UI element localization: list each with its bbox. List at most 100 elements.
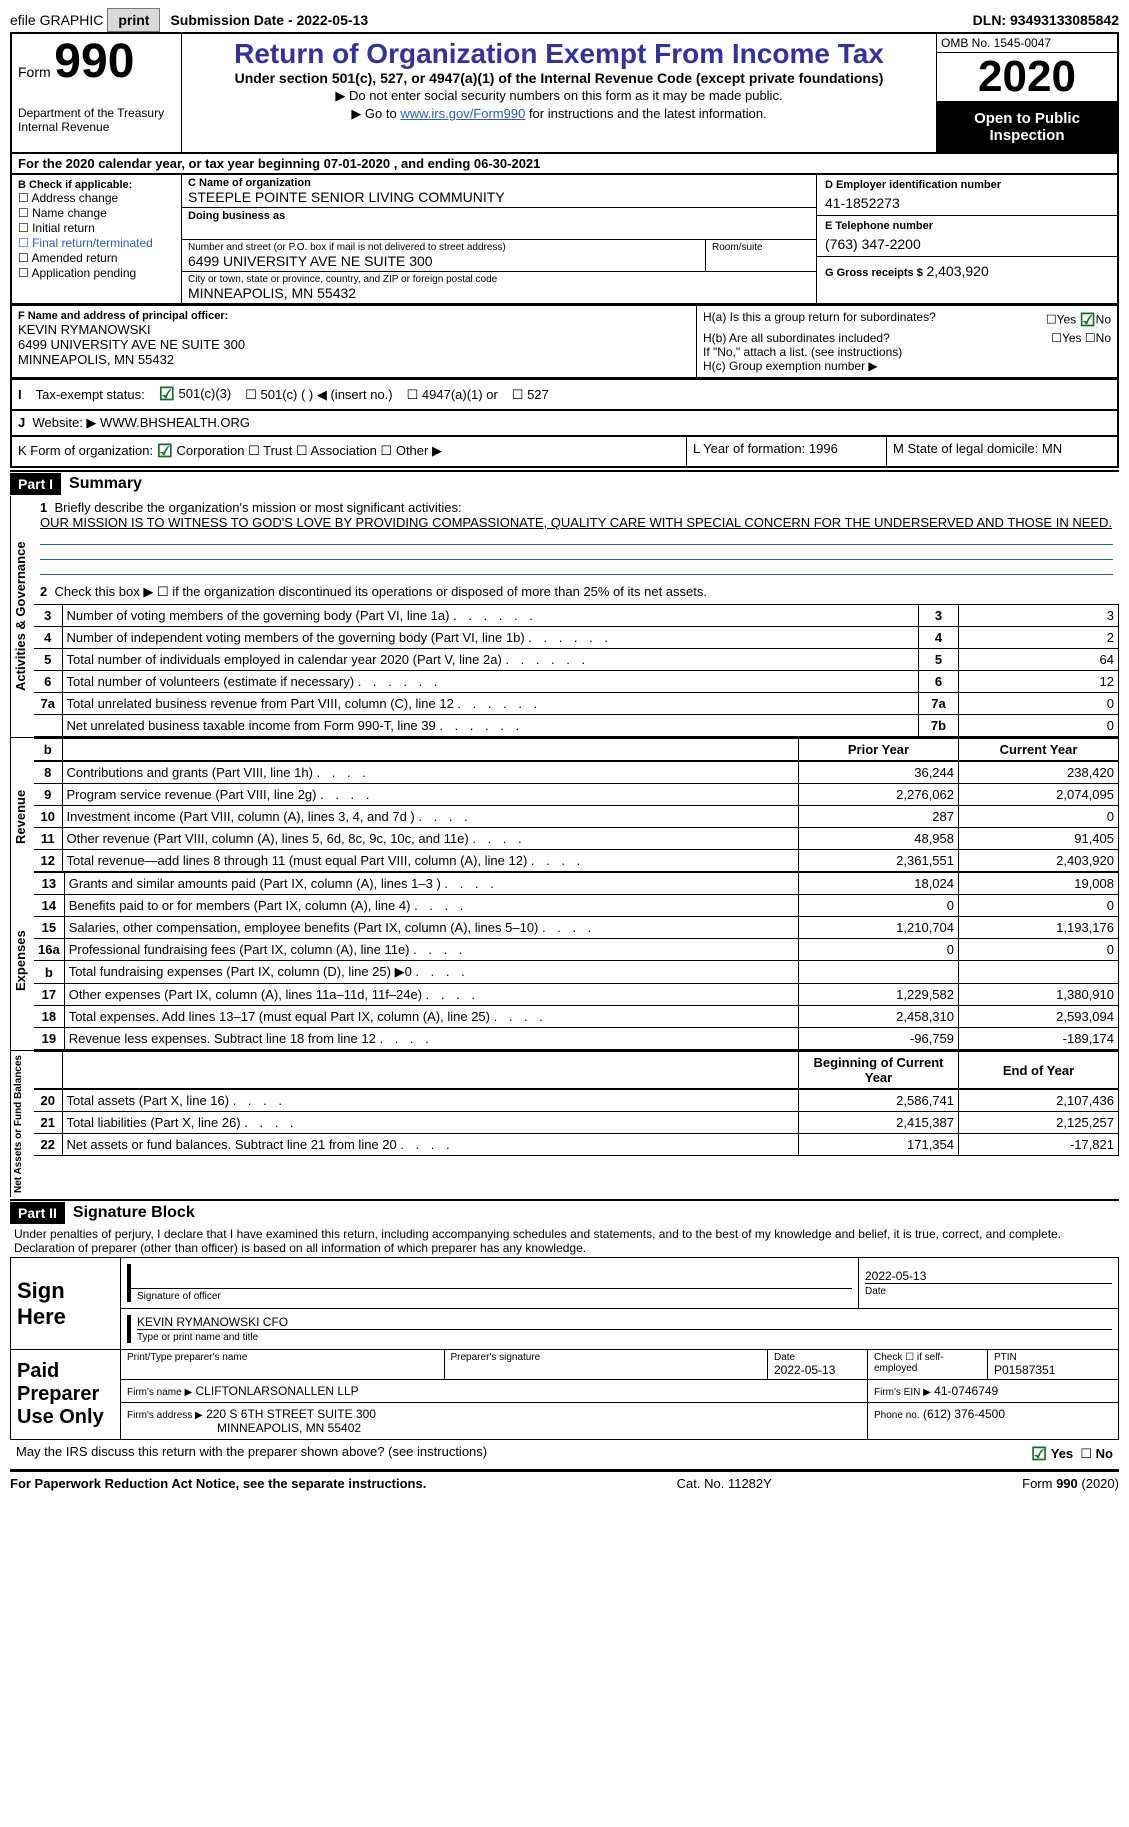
dept-irs: Internal Revenue [18,120,175,134]
preparer-name-label: Print/Type preparer's name [127,1352,438,1363]
part2-label: Part II [10,1202,65,1224]
preparer-sig-label: Preparer's signature [451,1352,762,1363]
city-state-zip: MINNEAPOLIS, MN 55432 [188,285,810,301]
phone-label: Phone no. [874,1410,920,1421]
dln: DLN: 93493133085842 [973,12,1119,28]
net-assets-table: 20Total assets (Part X, line 16) . . . .… [34,1089,1119,1156]
form-label: Form [18,64,51,80]
discuss-question: May the IRS discuss this return with the… [16,1444,487,1465]
firm-ein: 41-0746749 [934,1384,998,1398]
instr-2-post: for instructions and the latest informat… [525,106,766,121]
telephone: (763) 347-2200 [825,236,1109,252]
part1-label: Part I [10,473,61,495]
j-label: Website: ▶ [32,415,96,430]
officer-addr2: MINNEAPOLIS, MN 55432 [18,352,690,367]
ck-amended-return[interactable]: Amended return [18,251,175,265]
firm-ein-label: Firm's EIN ▶ [874,1387,931,1398]
hc-label: H(c) Group exemption number ▶ [703,359,1111,373]
k-other[interactable]: ☐ Other ▶ [381,443,442,458]
instr-2-pre: ▶ Go to [351,106,400,121]
revenue-table: 8Contributions and grants (Part VIII, li… [34,761,1119,872]
ha-label: H(a) Is this a group return for subordin… [703,310,936,331]
ck-initial-return[interactable]: Initial return [18,221,175,235]
b-label: B Check if applicable: [18,179,175,191]
hb-yn: ☐Yes ☐No [1051,331,1111,345]
column-header: b Prior Year Current Year [34,738,1119,761]
ck-name-change[interactable]: Name change [18,206,175,220]
paid-preparer: Paid Preparer Use Only [17,1360,114,1429]
i-527[interactable]: ☐ 527 [512,387,549,403]
footer-left: For Paperwork Reduction Act Notice, see … [10,1476,426,1491]
hdr-end-year: End of Year [959,1052,1119,1089]
firm-name: CLIFTONLARSONALLEN LLP [196,1384,359,1398]
i-501c[interactable]: ☐ 501(c) ( ) ◀ (insert no.) [245,387,392,403]
form-title: Return of Organization Exempt From Incom… [188,38,930,70]
net-header: Beginning of Current Year End of Year [34,1051,1119,1089]
expenses-table: 13Grants and similar amounts paid (Part … [34,872,1119,1050]
dba-label: Doing business as [188,210,810,222]
c-name-label: C Name of organization [188,177,810,189]
state-domicile: MN [1042,441,1062,456]
omb-number: OMB No. 1545-0047 [937,34,1117,53]
hb-note: If "No," attach a list. (see instruction… [703,345,1111,359]
footer: For Paperwork Reduction Act Notice, see … [10,1471,1119,1495]
part2-title: Signature Block [65,1201,203,1225]
k-label: K Form of organization: [18,443,153,458]
addr-label: Number and street (or P.O. box if mail i… [188,242,699,253]
org-name: STEEPLE POINTE SENIOR LIVING COMMUNITY [188,189,810,205]
i-label: Tax-exempt status: [36,387,145,402]
firm-addr1: 220 S 6TH STREET SUITE 300 [206,1407,376,1421]
efile-label: efile GRAPHIC [10,12,103,28]
prep-date: 2022-05-13 [774,1363,861,1377]
prep-date-label: Date [774,1352,861,1363]
officer-name-title: KEVIN RYMANOWSKI CFO [137,1315,1112,1329]
vlabel-net: Net Assets or Fund Balances [10,1051,34,1197]
submission-date: Submission Date - 2022-05-13 [164,12,374,28]
ha-yn: ☐Yes ☑No [1046,310,1111,331]
dept-treasury: Department of the Treasury [18,106,175,120]
footer-mid: Cat. No. 11282Y [677,1476,772,1491]
vlabel-governance: Activities & Governance [10,496,34,737]
sig-date: 2022-05-13 [865,1269,1112,1283]
ptin: P01587351 [994,1363,1112,1377]
ck-address-change[interactable]: Address change [18,191,175,205]
vlabel-revenue: Revenue [10,761,34,872]
hdr-b: b [34,739,62,761]
e-label: E Telephone number [825,220,1109,232]
i-4947[interactable]: ☐ 4947(a)(1) or [407,387,498,403]
gross-receipts: 2,403,920 [926,263,988,279]
k-assoc[interactable]: ☐ Association [296,443,377,458]
i-501c3[interactable]: ☑ 501(c)(3) [159,384,232,405]
k-trust[interactable]: ☐ Trust [248,443,292,458]
signature-table: Sign Here Signature of officer 2022-05-1… [10,1257,1119,1440]
officer-name: KEVIN RYMANOWSKI [18,322,690,337]
part2-header: Part II Signature Block [10,1199,1119,1225]
print-button[interactable]: print [107,8,160,32]
open-inspection: Open to Public Inspection [937,102,1117,152]
f-label: F Name and address of principal officer: [18,310,690,322]
form-header: Form 990 Department of the Treasury Inte… [10,32,1119,154]
room-label: Room/suite [712,242,810,253]
topbar: efile GRAPHIC print Submission Date - 20… [10,8,1119,32]
ck-application-pending[interactable]: Application pending [18,266,175,280]
website: WWW.BHSHEALTH.ORG [100,415,250,430]
form-subtitle: Under section 501(c), 527, or 4947(a)(1)… [188,70,930,86]
discuss-yn: ☑ Yes ☐ No [1031,1444,1113,1465]
officer-addr1: 6499 UNIVERSITY AVE NE SUITE 300 [18,337,690,352]
hdr-prior-year: Prior Year [799,739,959,761]
footer-right: Form 990 (2020) [1022,1476,1119,1491]
d-label: D Employer identification number [825,179,1109,191]
line-a: For the 2020 calendar year, or tax year … [10,154,1119,175]
g-label: G Gross receipts $ [825,267,923,279]
hdr-current-year: Current Year [959,739,1119,761]
type-name-label: Type or print name and title [137,1329,1112,1343]
ein: 41-1852273 [825,195,1109,211]
irs-link[interactable]: www.irs.gov/Form990 [400,106,525,121]
city-label: City or town, state or province, country… [188,274,810,285]
k-corp[interactable]: ☑ Corporation [157,443,245,458]
ck-final-return[interactable]: Final return/terminated [18,236,175,250]
firm-name-label: Firm's name ▶ [127,1387,192,1398]
governance-table: 3Number of voting members of the governi… [34,604,1119,737]
q2-text: Check this box ▶ ☐ if the organization d… [54,584,707,599]
firm-addr-label: Firm's address ▶ [127,1410,203,1421]
